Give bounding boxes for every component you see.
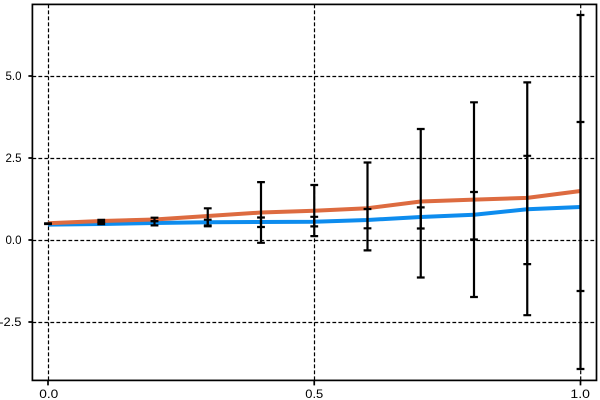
svg-text:5.0: 5.0 [6, 71, 22, 83]
svg-text:1.0: 1.0 [570, 389, 590, 400]
svg-text:0.5: 0.5 [305, 389, 323, 400]
svg-text:0.0: 0.0 [6, 235, 22, 247]
svg-text:-2.5: -2.5 [0, 317, 22, 329]
svg-text:0.0: 0.0 [39, 389, 58, 400]
svg-text:2.5: 2.5 [6, 153, 22, 165]
